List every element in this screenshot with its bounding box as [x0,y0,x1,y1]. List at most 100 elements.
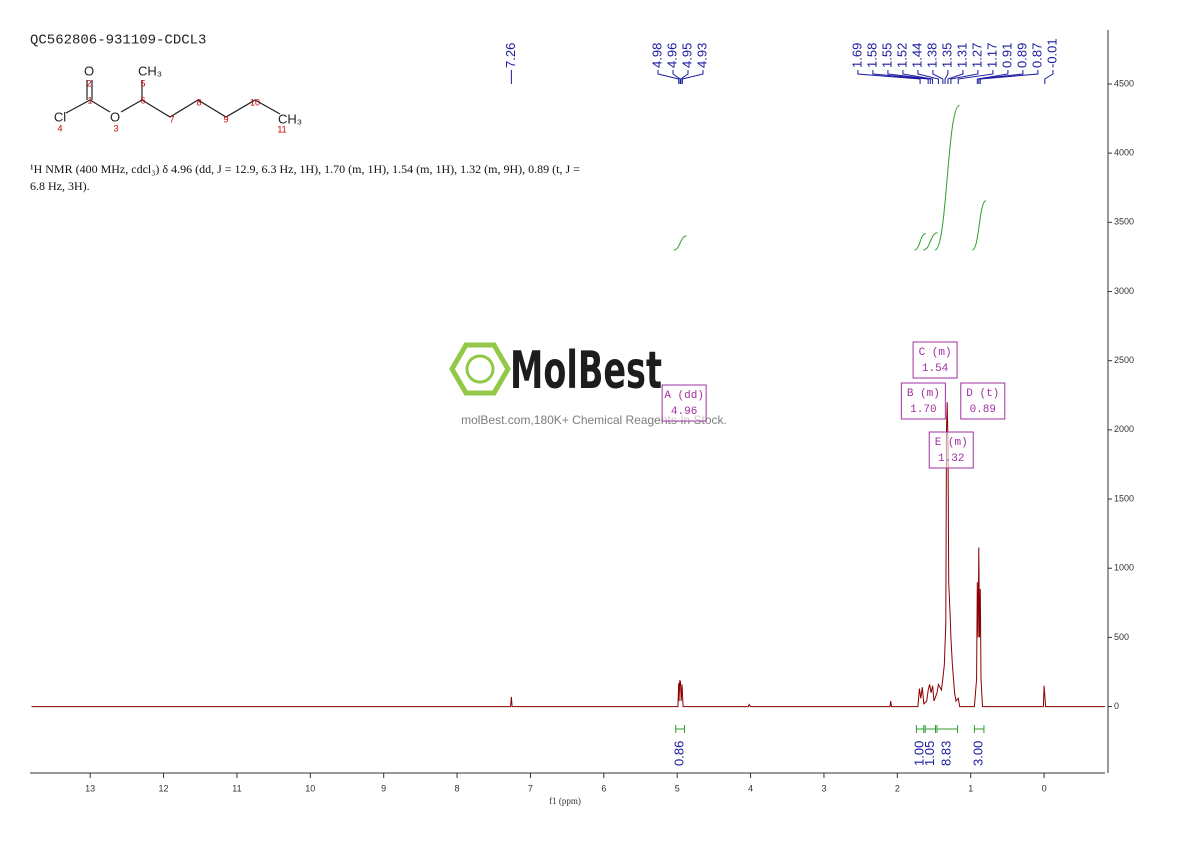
peak-connector [672,70,681,84]
x-tick-label: 7 [528,783,533,793]
multiplet-box [928,431,974,469]
atom-label: CH₃ [138,63,162,78]
atom-number: 10 [250,97,260,107]
multiplet-label: D (t) [966,388,999,400]
multiplet-shift: 4.96 [671,406,697,418]
atom-label: Cl [54,109,66,124]
atom-number: 2 [86,78,91,88]
bond [89,99,111,113]
tagline: molBest.com,180K+ Chemical Reagents In S… [461,413,727,427]
peak-connector [944,70,949,84]
integral-bracket [924,725,936,733]
peak-label: 1.31 [954,43,969,68]
integral-curve [934,104,960,251]
y-tick-label: 4000 [1114,148,1134,158]
peak-label: 4.96 [664,43,679,68]
peak-connector [947,70,964,84]
multiplet-box [661,384,707,422]
x-tick-label: 5 [675,783,680,793]
y-tick-label: 3500 [1114,217,1134,227]
y-tick-label: 0 [1114,701,1119,711]
peak-label: 1.69 [849,43,864,68]
peak-connector [902,70,934,84]
brand: MolBest [510,341,662,401]
x-tick-label: 3 [821,783,826,793]
y-tick-label: 3000 [1114,286,1134,296]
peak-connector [680,70,689,84]
sample-title: QC562806-931109-CDCL3 [30,33,206,49]
atom-number: 6 [140,95,145,105]
multiplet-shift: 1.70 [910,404,936,416]
peak-label: 1.27 [969,43,984,68]
integral-bracket [973,725,985,733]
bond [141,99,281,118]
integral-bracket [915,725,925,733]
nmr-description: ¹H NMR (400 MHz, cdcl₃) δ 4.96 (dd, J = … [30,162,580,193]
integral-value: 8.83 [939,741,954,766]
integral-value: 1.00 [912,741,927,766]
integral-value: 0.86 [672,741,687,766]
x-tick-label: 10 [305,783,315,793]
peak-connector [681,70,704,84]
multiplet-shift: 0.89 [970,404,996,416]
peak-label: 1.38 [924,43,939,68]
multiplet-box [900,382,946,420]
atom-number: 7 [169,114,174,124]
peak-label: 1.35 [939,43,954,68]
peak-connector [957,70,994,84]
atom-number: 4 [57,123,62,133]
atom-number: 1 [87,95,92,105]
atom-number: 8 [196,97,201,107]
structure [65,80,281,118]
peak-label: 1.55 [879,43,894,68]
multiplet-box [912,341,958,379]
atom-label: O [84,63,94,78]
multiplet-label: C (m) [919,347,952,359]
logo-ring [465,354,495,384]
peak-label: 0.87 [1029,43,1044,68]
peak-label: 1.17 [984,43,999,68]
multiplet-label: E (m) [935,437,968,449]
x-tick-label: 8 [455,783,460,793]
integral-bracket [936,725,959,733]
x-tick-label: 4 [748,783,753,793]
peak-connector [978,70,1024,84]
peak-connector [950,70,979,84]
y-tick-label: 2000 [1114,424,1134,434]
atom-number: 11 [277,124,286,134]
multiplet-box [960,382,1006,420]
peak-label: 1.44 [909,43,924,68]
peak-label: 0.89 [1014,43,1029,68]
integral-curve [914,233,926,251]
peak-label: 4.95 [679,43,694,68]
multiplet-label: A (dd) [664,390,704,402]
integral-bracket [675,725,686,733]
bond [120,99,143,113]
peak-label: 1.52 [894,43,909,68]
peak-label: -0.01 [1044,38,1059,68]
watermark: MolBest molBest.com,180K+ Chemical Reagen… [449,341,727,427]
y-tick-label: 1000 [1114,563,1134,573]
atom-label: O [110,109,120,124]
peak-connector [1044,70,1054,84]
x-tick-label: 1 [968,783,973,793]
peak-connector [932,70,944,84]
y-tick-label: 4500 [1114,78,1134,88]
peak-label: 4.93 [694,43,709,68]
peak-connector [887,70,931,84]
y-tick-label: 1500 [1114,493,1134,503]
peak-connector [976,70,1009,84]
peak-connector [657,70,680,84]
y-tick-label: 2500 [1114,355,1134,365]
x-tick-label: 6 [601,783,606,793]
integral-value: 1.05 [922,741,937,766]
y-tick-label: 500 [1114,632,1129,642]
logo-hexagon [449,342,511,396]
x-axis-label: f1 (ppm) [549,796,581,806]
x-tick-label: 13 [85,783,95,793]
multiplet-label: B (m) [907,388,940,400]
x-tick-label: 0 [1042,783,1047,793]
peak-connector [979,70,1039,84]
